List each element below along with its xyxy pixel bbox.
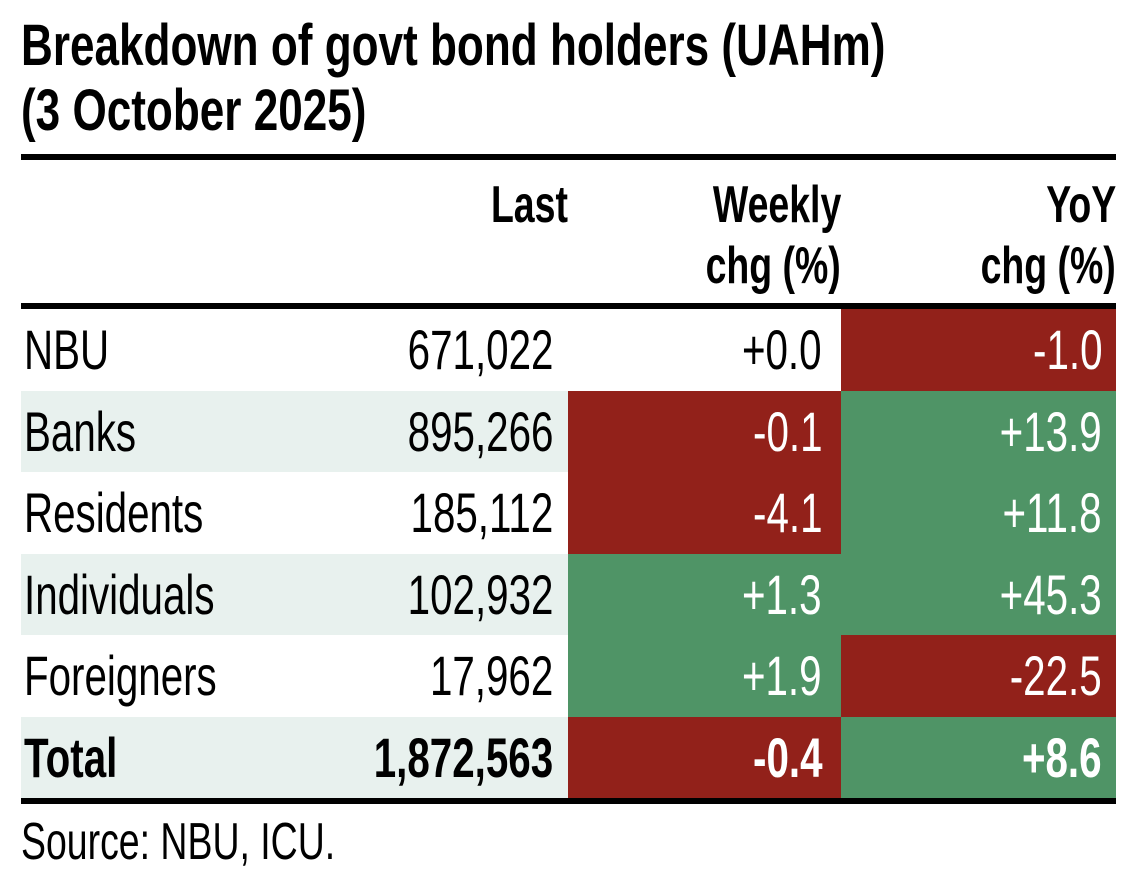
yoy-chg-cell: +13.9: [841, 390, 1116, 472]
holder-label-cell: Total: [21, 716, 351, 798]
last-value: 17,962: [429, 644, 553, 708]
column-header-holder-spacer: [21, 175, 351, 303]
yoy-chg-value: -22.5: [1010, 644, 1102, 708]
last-value-cell: 102,932: [351, 553, 568, 635]
column-header-yoy-chg: YoY chg (%): [841, 175, 1116, 303]
table-bottom-rule: [21, 798, 1116, 804]
yoy-chg-cell: +45.3: [841, 553, 1116, 635]
weekly-chg-value: +1.9: [742, 644, 822, 708]
last-value-cell: 895,266: [351, 390, 568, 472]
yoy-chg-cell: -22.5: [841, 635, 1116, 717]
weekly-chg-cell: -0.1: [568, 390, 841, 472]
figure-title-text-2: (3 October 2025): [21, 78, 367, 143]
column-header-yoy-line-1: YoY: [1045, 176, 1116, 234]
yoy-chg-value: +13.9: [999, 399, 1102, 463]
last-value: 895,266: [407, 399, 553, 463]
weekly-chg-cell: +0.0: [568, 309, 841, 391]
table-row-residents: Residents 185,112 -4.1 +11.8: [21, 472, 1116, 554]
column-header-weekly-line-2: chg (%): [705, 237, 841, 295]
holder-label: Total: [24, 725, 118, 789]
yoy-chg-value: +45.3: [999, 562, 1102, 626]
column-header-yoy-line-2: chg (%): [980, 237, 1116, 295]
figure-title: Breakdown of govt bond holders (UAHm) (3…: [21, 0, 1116, 154]
column-header-weekly-line-1: Weekly: [712, 176, 841, 234]
column-header-last: Last: [351, 175, 568, 303]
holder-label: Foreigners: [24, 644, 217, 708]
table-row-total: Total 1,872,563 -0.4 +8.6: [21, 716, 1116, 798]
column-header-weekly-chg: Weekly chg (%): [568, 175, 841, 303]
table-row-banks: Banks 895,266 -0.1 +13.9: [21, 390, 1116, 472]
weekly-chg-cell: +1.3: [568, 553, 841, 635]
figure-content: Breakdown of govt bond holders (UAHm) (3…: [21, 0, 1116, 871]
yoy-chg-value: -1.0: [1032, 318, 1102, 382]
weekly-chg-value: +0.0: [742, 318, 822, 382]
holder-label-cell: Residents: [21, 472, 351, 554]
holder-label-cell: Banks: [21, 390, 351, 472]
table-row-individuals: Individuals 102,932 +1.3 +45.3: [21, 553, 1116, 635]
holder-label: Banks: [24, 399, 137, 463]
figure-title-text-1: Breakdown of govt bond holders (UAHm): [21, 13, 886, 78]
table-header-row: Last Weekly chg (%) YoY chg (%): [21, 160, 1116, 303]
title-divider-rule: [21, 154, 1116, 160]
last-value-cell: 1,872,563: [351, 716, 568, 798]
last-value: 671,022: [407, 318, 553, 382]
holder-label-cell: Individuals: [21, 553, 351, 635]
last-value-cell: 671,022: [351, 309, 568, 391]
yoy-chg-cell: -1.0: [841, 309, 1116, 391]
header-divider-rule: [21, 303, 1116, 309]
yoy-chg-value: +11.8: [1002, 481, 1102, 545]
table-body: NBU 671,022 +0.0 -1.0 Banks 895,266 -0.1…: [21, 309, 1116, 798]
weekly-chg-value: -0.4: [752, 725, 822, 789]
figure-title-line-2: (3 October 2025): [21, 78, 1116, 143]
source-note-text: Source: NBU, ICU.: [21, 813, 336, 871]
last-value: 185,112: [410, 481, 553, 545]
holder-label-cell: NBU: [21, 309, 351, 391]
yoy-chg-value: +8.6: [1022, 725, 1102, 789]
weekly-chg-value: +1.3: [742, 562, 822, 626]
weekly-chg-cell: -4.1: [568, 472, 841, 554]
weekly-chg-cell: -0.4: [568, 716, 841, 798]
last-value: 102,932: [407, 562, 553, 626]
last-value-cell: 17,962: [351, 635, 568, 717]
weekly-chg-value: -4.1: [752, 481, 822, 545]
weekly-chg-cell: +1.9: [568, 635, 841, 717]
last-value-cell: 185,112: [351, 472, 568, 554]
holder-label-cell: Foreigners: [21, 635, 351, 717]
last-value: 1,872,563: [373, 725, 553, 789]
holder-label: NBU: [24, 318, 110, 382]
holder-label: Individuals: [24, 562, 215, 626]
table-row-foreigners: Foreigners 17,962 +1.9 -22.5: [21, 635, 1116, 717]
holder-label: Residents: [24, 481, 204, 545]
figure-title-line-1: Breakdown of govt bond holders (UAHm): [21, 13, 1116, 78]
weekly-chg-value: -0.1: [752, 399, 822, 463]
yoy-chg-cell: +8.6: [841, 716, 1116, 798]
table-row-nbu: NBU 671,022 +0.0 -1.0: [21, 309, 1116, 391]
yoy-chg-cell: +11.8: [841, 472, 1116, 554]
source-note: Source: NBU, ICU.: [21, 804, 1116, 871]
column-header-last-label: Last: [491, 176, 568, 234]
